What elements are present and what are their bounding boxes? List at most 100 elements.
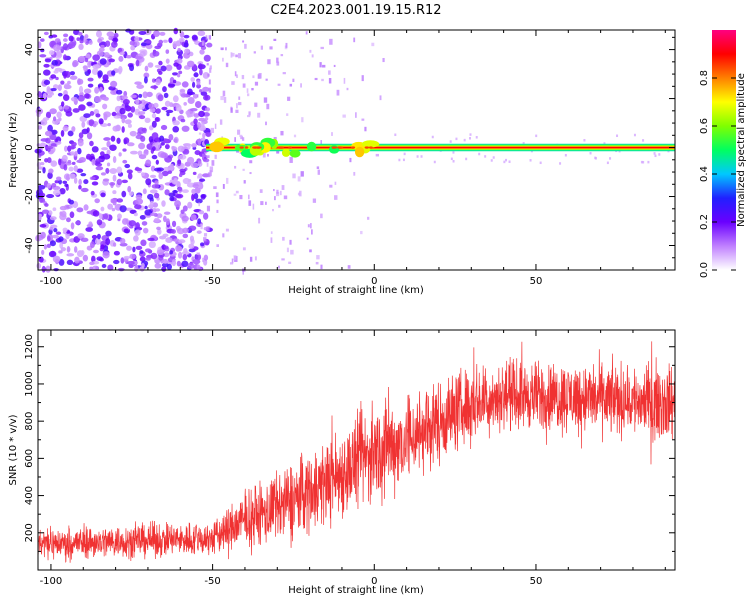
heatmap-cell — [52, 207, 57, 212]
heatmap-cell — [56, 118, 61, 124]
heatmap-cell — [222, 233, 225, 238]
heatmap-cell — [564, 153, 567, 157]
heatmap-cell — [151, 154, 158, 160]
heatmap-cell — [102, 103, 108, 110]
heatmap-cell — [45, 265, 51, 273]
heatmap-cell — [379, 95, 382, 101]
heatmap-cell — [54, 38, 61, 43]
heatmap-cell — [119, 51, 125, 56]
heatmap-cell — [315, 261, 319, 265]
heatmap-cell — [143, 72, 150, 79]
heatmap-cell — [64, 183, 69, 187]
heatmap-cell — [155, 78, 161, 86]
heatmap-cell — [136, 84, 145, 89]
heatmap-cell — [199, 89, 203, 93]
heatmap-cell — [249, 160, 253, 164]
heatmap-cell — [78, 132, 84, 139]
heatmap-cell — [49, 240, 56, 247]
heatmap-cell — [111, 41, 118, 48]
heatmap-cell — [112, 156, 117, 164]
heatmap-cell — [320, 46, 324, 50]
heatmap-cell — [135, 245, 143, 250]
snr-y-label: SNR (10 * v/v) — [8, 414, 19, 485]
heatmap-cell — [78, 96, 83, 101]
heatmap-cell — [100, 172, 107, 176]
heatmap-cell — [145, 178, 152, 186]
heatmap-cell — [50, 74, 57, 79]
heatmap-cell — [134, 229, 141, 236]
heatmap-cell — [197, 61, 204, 65]
heatmap-cell — [127, 172, 133, 180]
heatmap-cell — [116, 198, 124, 203]
heatmap-cell — [416, 155, 419, 158]
heatmap-cell — [134, 81, 142, 85]
heatmap-cell — [68, 35, 74, 42]
heatmap-cell — [188, 243, 195, 249]
heatmap-cell — [63, 105, 70, 110]
heatmap-cell — [589, 151, 592, 155]
heatmap-cell — [196, 230, 202, 234]
heatmap-cell — [171, 179, 178, 185]
heatmap-cell — [309, 223, 312, 229]
heatmap-cell — [47, 124, 53, 132]
heatmap-cell — [242, 247, 246, 251]
heatmap-ridge-peak — [239, 146, 244, 149]
heatmap-cell — [210, 127, 215, 134]
heatmap-cell — [43, 63, 50, 68]
heatmap-cell — [162, 86, 167, 93]
heatmap-cell — [347, 265, 351, 269]
y-tick-label: 1200 — [24, 334, 35, 359]
heatmap-cell — [239, 134, 243, 138]
heatmap-ridge-peak — [244, 146, 249, 149]
heatmap-cell — [306, 237, 309, 240]
heatmap-cell — [65, 110, 73, 117]
heatmap-cell — [133, 235, 139, 242]
heatmap-cell — [112, 174, 117, 182]
heatmap-cell — [183, 102, 187, 106]
heatmap-cell — [202, 153, 205, 160]
heatmap-cell — [144, 205, 148, 210]
heatmap-cell — [398, 158, 401, 162]
heatmap-cell — [253, 51, 256, 54]
heatmap-cell — [505, 158, 508, 162]
heatmap-cell — [178, 154, 187, 160]
y-tick-label: 0 — [24, 144, 35, 150]
heatmap-cell — [89, 140, 94, 147]
heatmap-cell — [154, 180, 159, 185]
heatmap-cell — [115, 89, 123, 95]
heatmap-cell — [51, 59, 59, 66]
heatmap-cell — [54, 138, 59, 143]
heatmap-cell — [151, 120, 157, 128]
heatmap-cell — [76, 207, 84, 213]
heatmap-cell — [314, 77, 318, 81]
heatmap-cell — [102, 178, 110, 182]
snr-x-axis: -100 -50 0 50 — [40, 330, 666, 587]
heatmap-cell — [63, 72, 67, 79]
heatmap-cell — [39, 142, 47, 149]
heatmap-cell — [95, 30, 102, 38]
heatmap-cell — [57, 84, 62, 91]
heatmap-cell — [311, 54, 314, 58]
heatmap-cell — [199, 68, 203, 76]
heatmap-cell — [94, 86, 100, 94]
heatmap-cell — [159, 31, 166, 36]
heatmap-cell — [50, 250, 56, 257]
heatmap-cell — [144, 117, 151, 124]
heatmap-cell — [86, 132, 93, 140]
heatmap-cell — [301, 117, 304, 123]
heatmap-cell — [112, 200, 117, 206]
heatmap-cell — [231, 52, 235, 57]
heatmap-cell — [163, 211, 171, 215]
heatmap-cell — [276, 61, 280, 66]
heatmap-cell — [178, 37, 185, 43]
heatmap-cell — [111, 207, 116, 212]
heatmap-cell — [90, 190, 95, 196]
heatmap-cell — [156, 249, 165, 256]
y-tick-label: 1000 — [24, 371, 35, 396]
heatmap-cell — [162, 233, 169, 238]
heatmap-cell — [151, 184, 160, 189]
heatmap-cell — [265, 78, 268, 81]
heatmap-ridge-blob — [306, 141, 317, 152]
heatmap-cell — [110, 135, 116, 142]
